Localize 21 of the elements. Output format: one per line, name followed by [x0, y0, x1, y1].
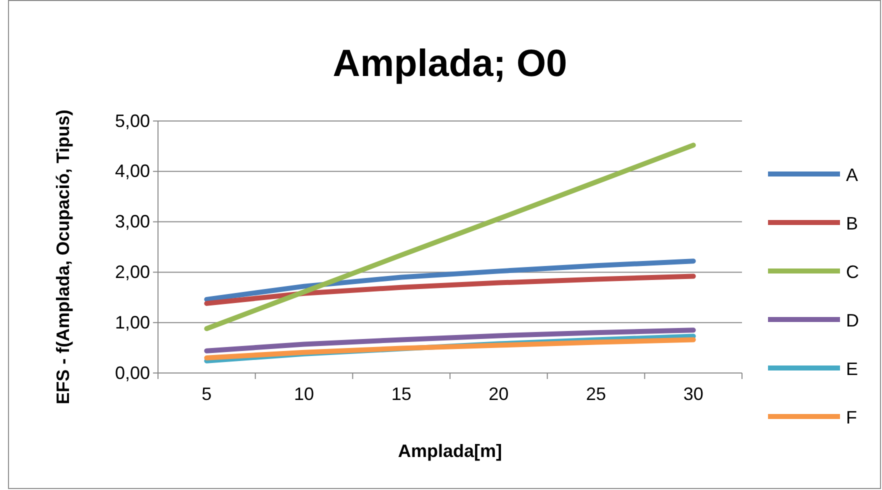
- y-tick-label: 5,00: [114, 110, 150, 131]
- legend-label: C: [846, 262, 859, 282]
- chart-title: Amplada; O0: [332, 43, 568, 85]
- x-tick-label: 20: [488, 384, 509, 404]
- legend-label: F: [846, 408, 857, 428]
- y-tick-label: 0,00: [114, 362, 150, 383]
- x-tick-label: 30: [683, 384, 704, 404]
- x-axis-title: Amplada[m]: [398, 441, 502, 461]
- y-tick-label: 4,00: [114, 161, 150, 182]
- x-tick-label: 5: [202, 384, 212, 404]
- y-tick-label: 1,00: [114, 312, 150, 332]
- y-tick-label: 3,00: [114, 212, 150, 232]
- x-tick-label: 10: [294, 384, 314, 404]
- legend-label: D: [846, 310, 859, 330]
- y-axis-title: EFS - f(Amplada, Ocupació, Tipus): [53, 110, 73, 404]
- y-tick-label: 2,00: [114, 262, 150, 282]
- legend-label: E: [846, 359, 858, 379]
- x-tick-label: 25: [586, 384, 606, 404]
- x-tick-label: 15: [391, 384, 412, 404]
- legend-label: A: [846, 165, 858, 185]
- legend-label: B: [846, 214, 858, 234]
